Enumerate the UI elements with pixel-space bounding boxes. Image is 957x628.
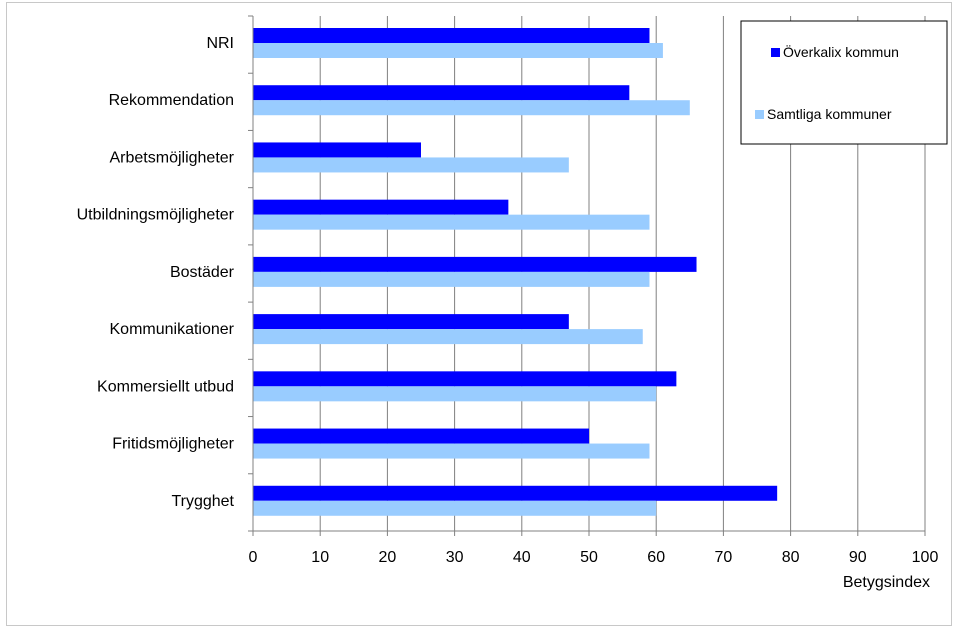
- bar-overkalix: [253, 142, 421, 158]
- x-tick-label: 80: [782, 549, 800, 566]
- legend-label-samtliga: Samtliga kommuner: [767, 106, 892, 122]
- x-tick-label: 100: [912, 549, 939, 566]
- bar-samtliga: [253, 386, 657, 402]
- bar-overkalix: [253, 199, 509, 215]
- x-tick-label: 0: [249, 549, 258, 566]
- bar-overkalix: [253, 485, 778, 501]
- x-tick-label: 10: [311, 549, 329, 566]
- category-label: Bostäder: [170, 264, 235, 281]
- category-label: Trygghet: [171, 493, 234, 510]
- bar-samtliga: [253, 329, 643, 345]
- bar-samtliga: [253, 271, 650, 287]
- x-tick-label: 60: [647, 549, 665, 566]
- bar-overkalix: [253, 371, 677, 387]
- x-tick-label: 20: [379, 549, 397, 566]
- category-label: NRI: [206, 35, 234, 52]
- axes: [248, 15, 925, 532]
- category-label: Rekommendation: [109, 92, 234, 109]
- category-label: Kommunikationer: [110, 321, 235, 338]
- x-tick-label: 50: [580, 549, 598, 566]
- bar-overkalix: [253, 28, 650, 43]
- bar-overkalix: [253, 428, 589, 444]
- bar-samtliga: [253, 100, 690, 116]
- category-label: Utbildningsmöjligheter: [77, 207, 235, 224]
- bar-overkalix: [253, 85, 630, 101]
- legend-swatch-overkalix: [771, 48, 780, 57]
- legend: Överkalix kommun Samtliga kommuner: [740, 20, 948, 145]
- x-tick-labels: 0 10 20 30 40 50 60 70 80 90 100: [249, 549, 939, 566]
- legend-box: [740, 20, 948, 145]
- bar-samtliga: [253, 214, 650, 230]
- x-tick-label: 30: [446, 549, 464, 566]
- x-tick-label: 70: [715, 549, 733, 566]
- bar-overkalix: [253, 256, 697, 272]
- category-label: Arbetsmöjligheter: [110, 149, 235, 166]
- x-axis-title: Betygsindex: [843, 574, 930, 591]
- category-labels: NRI Rekommendation Arbetsmöjligheter Utbild…: [77, 35, 235, 510]
- category-label: Kommersiellt utbud: [97, 378, 234, 395]
- x-tick-label: 40: [513, 549, 531, 566]
- bar-samtliga: [253, 500, 657, 516]
- bars: [253, 28, 778, 516]
- x-tick-label: 90: [849, 549, 867, 566]
- bar-overkalix: [253, 314, 569, 330]
- legend-label-overkalix: Överkalix kommun: [783, 43, 899, 60]
- bar-samtliga: [253, 157, 569, 173]
- bar-samtliga: [253, 443, 650, 459]
- category-label: Fritidsmöjligheter: [112, 436, 234, 453]
- legend-swatch-samtliga: [755, 110, 764, 119]
- bar-samtliga: [253, 43, 663, 58]
